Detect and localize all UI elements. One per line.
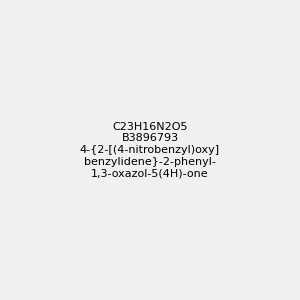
Text: C23H16N2O5
B3896793
4-{2-[(4-nitrobenzyl)oxy]
benzylidene}-2-phenyl-
1,3-oxazol-: C23H16N2O5 B3896793 4-{2-[(4-nitrobenzyl…: [80, 122, 220, 178]
